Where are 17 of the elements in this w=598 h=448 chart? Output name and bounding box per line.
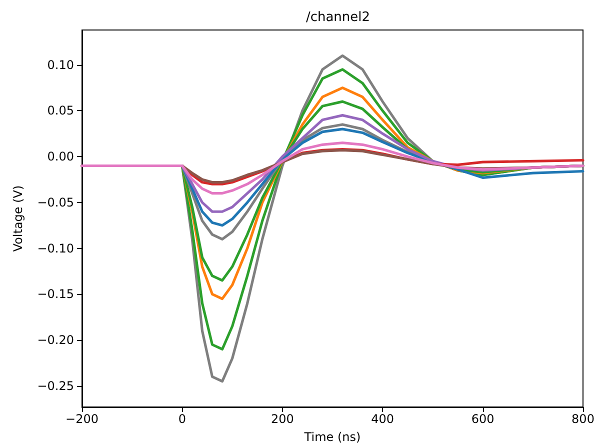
chart-title: /channel2 [306, 10, 370, 25]
x-axis-title: Time (ns) [303, 430, 361, 444]
x-tick-label: 800 [572, 412, 594, 426]
x-tick-label: 200 [270, 412, 294, 426]
y-tick-label: −0.25 [37, 378, 74, 393]
y-tick-label: −0.15 [37, 287, 74, 302]
x-tick-label: 600 [471, 412, 494, 426]
y-tick-label: 0.05 [47, 104, 74, 118]
y-axis-title: Voltage (V) [11, 185, 25, 252]
y-tick-label: −0.10 [37, 241, 74, 256]
y-tick-label: 0.10 [47, 58, 74, 72]
x-tick-label: −200 [66, 412, 98, 426]
x-tick-label: 400 [371, 412, 394, 426]
y-tick-label: −0.20 [37, 333, 74, 348]
y-tick-label: 0.00 [47, 150, 74, 164]
y-tick-label: −0.05 [37, 195, 74, 210]
x-tick-label: 0 [178, 412, 186, 426]
